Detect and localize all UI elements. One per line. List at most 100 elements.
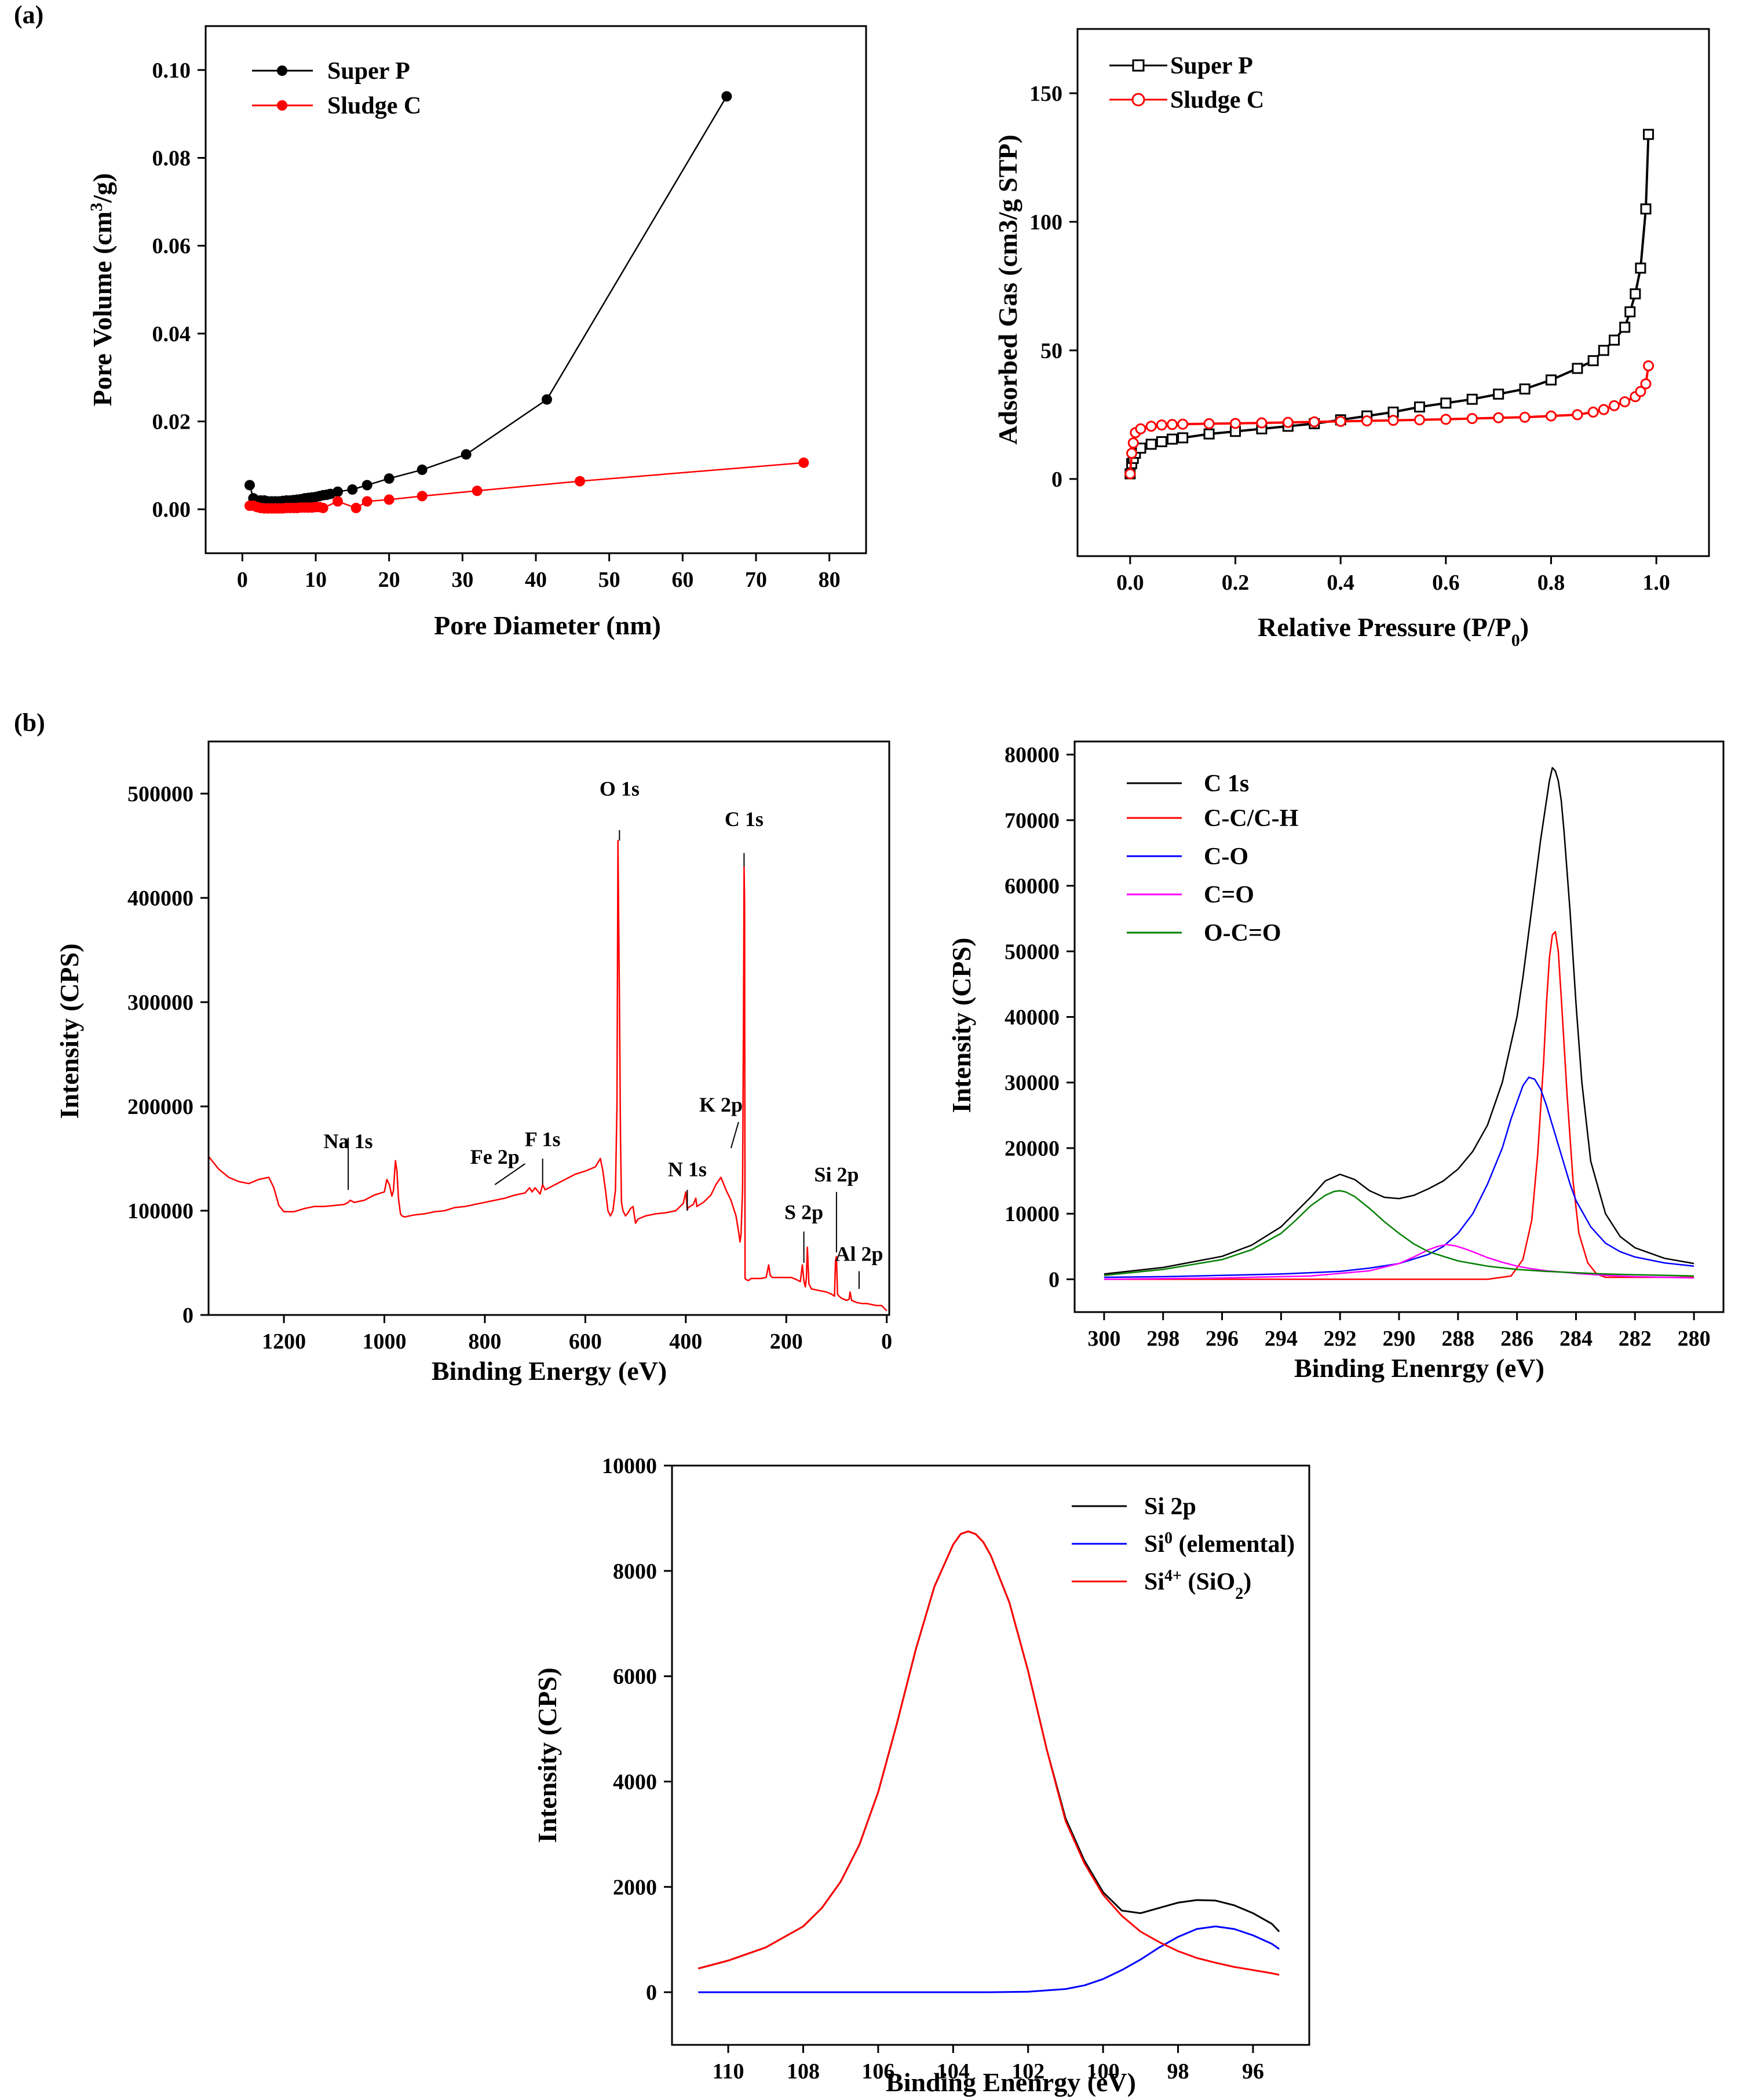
- x-tick-label: 0.2: [1222, 571, 1250, 595]
- plot-frame: [671, 1464, 1310, 2046]
- legend-label-o-c-double-o: O-C=O: [1204, 920, 1281, 947]
- y-tick-label: 0: [646, 1981, 657, 2005]
- legend-label-super-p: Super P: [327, 58, 410, 85]
- y-tick-label: 100000: [127, 1199, 193, 1223]
- data-point-sludge-c: [1335, 415, 1346, 427]
- y-tick-label: 0: [1051, 467, 1062, 492]
- data-point-sludge-c: [1387, 415, 1399, 426]
- y-tick-label: 0.08: [152, 147, 191, 171]
- legend-marker-super-p: [277, 65, 287, 76]
- data-point-super-p: [1135, 443, 1146, 454]
- series-line-si4-sio2: [697, 1530, 1280, 1976]
- plot-frame: [204, 25, 867, 554]
- x-tick-label: 0.4: [1327, 571, 1354, 595]
- annotation-na-1s: Na 1s: [324, 1130, 373, 1153]
- y-tick-label: 10000: [602, 1454, 657, 1478]
- data-point-sludge-c: [1230, 418, 1241, 429]
- legend-label-cc-ch: C-C/C-H: [1204, 805, 1298, 832]
- data-point-super-p: [347, 484, 358, 495]
- data-point-sludge-c: [575, 476, 585, 487]
- x-axis-label: Binding Energy (eV): [432, 1356, 667, 1386]
- data-point-super-p: [333, 486, 343, 497]
- data-point-super-p: [1519, 383, 1531, 394]
- annotation-si-2p: Si 2p: [814, 1163, 859, 1186]
- x-tick-label: 108: [787, 2059, 820, 2084]
- data-point-super-p: [542, 394, 552, 405]
- y-axis-label: Intensity (CPS): [947, 938, 976, 1113]
- y-tick-label: 0: [1049, 1267, 1060, 1292]
- x-tick-label: 100: [1087, 2059, 1120, 2084]
- x-tick-label: 40: [525, 568, 547, 592]
- annotation-s-2p: S 2p: [784, 1200, 823, 1223]
- data-point-super-p: [244, 480, 255, 491]
- series-line-si-2p: [697, 1530, 1280, 1970]
- x-tick-label: 1000: [363, 1329, 407, 1354]
- y-tick-label: 10000: [1005, 1202, 1060, 1226]
- series-line-c-o: [1104, 1076, 1694, 1278]
- series-line-c-1s: [1104, 767, 1694, 1275]
- annotation-leader-fe-2p: [494, 1163, 525, 1185]
- data-point-sludge-c: [384, 494, 395, 505]
- data-point-super-p: [1598, 345, 1609, 356]
- x-tick-label: 1200: [262, 1329, 306, 1354]
- plot-frame: [1073, 740, 1725, 1313]
- y-tick-label: 150: [1029, 82, 1062, 106]
- x-tick-label: 288: [1441, 1327, 1474, 1351]
- x-tick-label: 0.6: [1432, 571, 1460, 595]
- data-point-sludge-c: [1309, 416, 1320, 428]
- y-tick-label: 30000: [1005, 1071, 1060, 1095]
- x-tick-label: 292: [1324, 1327, 1357, 1351]
- y-axis-label: Pore Volume (cm3/g): [87, 173, 118, 407]
- data-point-super-p: [1643, 129, 1655, 140]
- annotation-f-1s: F 1s: [525, 1127, 561, 1150]
- y-tick-label: 40000: [1005, 1006, 1060, 1030]
- data-point-sludge-c: [361, 496, 372, 507]
- data-point-sludge-c: [1635, 386, 1646, 397]
- legend-label-super-p: Super P: [1170, 53, 1253, 79]
- data-point-super-p: [1414, 401, 1425, 413]
- data-point-sludge-c: [333, 496, 343, 507]
- legend-marker-super-p: [1132, 59, 1145, 72]
- data-point-sludge-c: [317, 502, 328, 513]
- plot-frame: [207, 740, 890, 1316]
- x-tick-label: 290: [1383, 1327, 1416, 1351]
- data-point-super-p: [1440, 397, 1452, 409]
- data-point-sludge-c: [1282, 417, 1294, 428]
- data-point-sludge-c: [1619, 396, 1631, 408]
- data-point-super-p: [1619, 322, 1631, 333]
- x-tick-label: 800: [468, 1329, 501, 1354]
- x-tick-label: 294: [1265, 1327, 1298, 1351]
- data-point-sludge-c: [350, 502, 361, 513]
- data-point-super-p: [1587, 355, 1599, 367]
- data-point-sludge-c: [1519, 411, 1531, 423]
- x-tick-label: 10: [305, 568, 327, 592]
- y-tick-label: 0.02: [152, 410, 191, 434]
- data-point-super-p: [1493, 388, 1504, 400]
- annotation-fe-2p: Fe 2p: [470, 1145, 520, 1168]
- legend-label-si4plus: Si4+ (SiO2): [1144, 1567, 1251, 1603]
- annotation-o-1s: O 1s: [600, 777, 640, 801]
- survey-spectrum-line: [208, 839, 888, 1311]
- annotation-n-1s: N 1s: [668, 1158, 707, 1181]
- x-axis-label: Pore Diameter (nm): [434, 611, 661, 640]
- data-point-sludge-c: [1156, 419, 1167, 431]
- panel-label-a: (a): [14, 1, 44, 29]
- data-point-sludge-c: [1587, 406, 1599, 418]
- x-tick-label: 286: [1500, 1327, 1533, 1351]
- x-tick-label: 0: [881, 1329, 892, 1354]
- y-axis-label: Intensity (CPS): [532, 1668, 562, 1843]
- plot-frame: [1076, 28, 1710, 557]
- data-point-super-p: [1203, 428, 1215, 440]
- data-point-super-p: [1635, 262, 1646, 274]
- data-point-sludge-c: [1127, 437, 1139, 449]
- data-point-sludge-c: [1167, 419, 1178, 430]
- data-point-sludge-c: [1177, 418, 1189, 430]
- data-point-sludge-c: [1546, 410, 1557, 422]
- data-point-super-p: [1630, 288, 1641, 299]
- y-tick-label: 80000: [1005, 743, 1060, 768]
- data-point-sludge-c: [1572, 409, 1583, 421]
- x-tick-label: 300: [1087, 1327, 1120, 1351]
- annotation-leader-k-2p: [730, 1121, 739, 1149]
- annotation-c-1s: C 1s: [725, 808, 764, 831]
- data-point-super-p: [1177, 432, 1189, 444]
